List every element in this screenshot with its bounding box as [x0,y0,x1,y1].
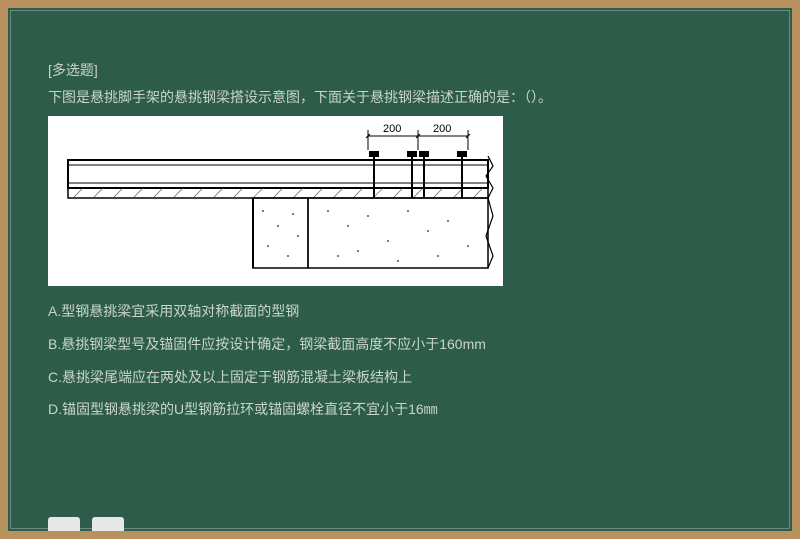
anchor-bolts [370,152,466,198]
dim-label-2: 200 [433,123,451,135]
diagram-container: 200 200 [48,116,503,286]
tab-left[interactable] [48,517,80,531]
wall-body [308,198,488,268]
wall-left-face [253,198,308,268]
break-line-wall [486,198,493,268]
slab-hatch [73,188,483,198]
bottom-tabs [48,517,124,531]
tab-right[interactable] [92,517,124,531]
dimension-lines [366,130,470,150]
cantilever-beam-diagram: 200 200 [48,116,503,286]
dim-label-1: 200 [383,123,401,135]
wall-stipple [262,210,469,262]
